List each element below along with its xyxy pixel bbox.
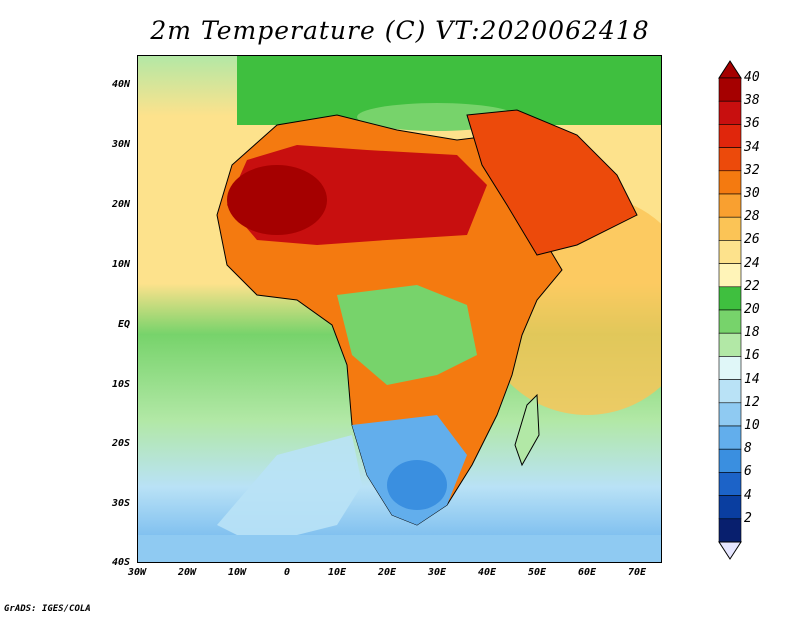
colorbar-low-cap [718,541,742,560]
colorbar-swatch [718,193,742,218]
colorbar-swatch [718,472,742,496]
lon-label: 0 [283,567,291,578]
colorbar-swatch [718,124,742,148]
lon-label: 50E [527,567,547,578]
colorbar-swatch [718,147,742,172]
colorbar-label: 24 [744,255,760,271]
colorbar-swatch [718,100,742,125]
lat-label: 20S [111,438,130,449]
colorbar-label: 12 [744,394,760,410]
colorbar-label: 6 [744,464,752,480]
colorbar-swatch [718,216,742,241]
arabia-land [466,109,638,256]
southern-ocean [137,535,662,563]
colorbar-swatch [718,425,742,450]
map-title: 2m Temperature (C) VT:2020062418 [150,16,650,45]
lon-label: 20E [377,567,397,578]
lon-label: 30E [427,567,447,578]
colorbar-swatch [718,170,742,195]
colorbar-label: 40 [744,70,760,85]
west-sahara-max [227,165,327,235]
colorbar-swatch [718,356,742,380]
colorbar-swatch [718,518,742,543]
colorbar-swatch [718,402,742,427]
colorbar-swatch [718,309,742,334]
lon-label: 40E [477,567,497,578]
colorbar-label: 30 [744,186,760,201]
colorbar-swatch [718,495,742,520]
lon-label: 60E [577,567,597,578]
madagascar [514,393,540,467]
map-frame [137,55,662,563]
colorbar-label: 18 [744,325,760,341]
lat-label: 40S [111,557,130,568]
colorbar-label: 16 [744,348,760,364]
lon-label: 70E [627,567,647,578]
colorbar-swatch [718,77,742,102]
colorbar-swatch [718,286,742,311]
benguela-cool [217,435,362,545]
lat-label: EQ [117,319,130,330]
colorbar-label: 36 [744,116,760,132]
lat-label: 10S [111,379,130,390]
lat-label: 20N [111,199,130,210]
colorbar-swatch [718,263,742,288]
colorbar-label: 4 [744,487,752,503]
colorbar [718,60,742,560]
colorbar-label: 28 [744,209,760,225]
colorbar-swatch [718,240,742,264]
lat-label: 10N [111,259,130,270]
lat-label: 30S [111,498,130,509]
colorbar-label: 34 [744,139,760,155]
map-canvas [137,55,697,563]
lat-label: 30N [111,139,130,150]
temperature-map [137,55,697,563]
lon-label: 10W [227,567,247,578]
colorbar-label: 22 [744,278,760,294]
colorbar-label: 10 [744,418,760,433]
colorbar-label: 8 [744,441,752,457]
colorbar-swatch [718,448,742,473]
colorbar-label: 26 [744,232,760,248]
lon-label: 30W [127,567,147,578]
colorbar-label: 32 [744,162,760,178]
colorbar-label: 38 [744,93,760,109]
footer-credit: GrADS: IGES/COLA [4,604,91,614]
colorbar-swatch [718,332,742,357]
lat-label: 40N [111,79,130,90]
lon-label: 20W [177,567,197,578]
colorbar-label: 2 [744,510,752,526]
central-africa-green [337,285,477,385]
colorbar-swatch [718,379,742,404]
highveld-cold [387,460,447,510]
colorbar-high-cap [718,60,742,79]
colorbar-label: 20 [744,302,760,317]
lon-label: 10E [327,567,347,578]
colorbar-label: 14 [744,371,760,387]
